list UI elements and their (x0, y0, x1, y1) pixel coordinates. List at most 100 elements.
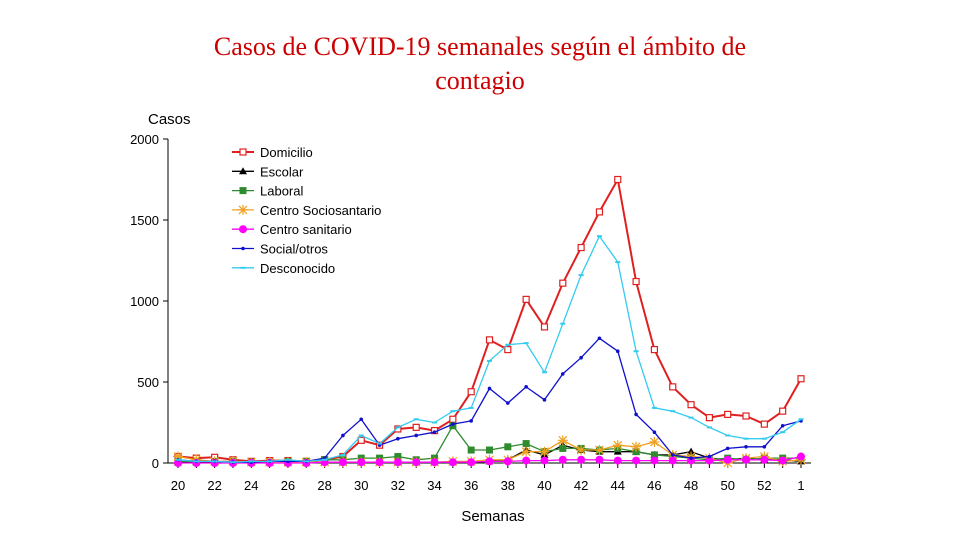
x-tick-label: 26 (281, 478, 295, 493)
legend-label: Laboral (260, 184, 303, 199)
series-centro-sanitario (174, 452, 805, 467)
data-point (394, 453, 402, 461)
data-point (504, 443, 512, 451)
chart-title: Casos de COVID-19 semanales según el ámb… (0, 30, 960, 98)
data-point (760, 455, 769, 464)
data-point (615, 349, 620, 354)
data-point (725, 446, 730, 451)
data-point (522, 440, 530, 448)
data-point (412, 458, 421, 467)
data-point (597, 336, 602, 341)
data-point (594, 445, 605, 456)
data-point (723, 455, 732, 464)
x-axis-label: Semanas (461, 508, 524, 525)
chart-title-line-1: Casos de COVID-19 semanales según el ámb… (213, 32, 747, 61)
data-point (542, 398, 547, 402)
y-tick-label: 500 (137, 375, 159, 390)
data-point (725, 434, 731, 437)
data-point (577, 243, 585, 252)
data-point (559, 279, 567, 287)
x-tick-label: 44 (611, 478, 625, 493)
series-domicilio (174, 175, 805, 465)
data-point (779, 407, 787, 415)
data-point (174, 459, 182, 467)
data-point (449, 415, 457, 423)
data-point (650, 451, 658, 459)
legend-label: Centro Sociosantario (260, 203, 381, 218)
data-point (504, 346, 512, 354)
data-point (358, 434, 364, 437)
data-point (705, 456, 714, 465)
series-line (177, 337, 802, 463)
data-point (240, 266, 246, 269)
data-point (540, 323, 549, 331)
data-point (780, 431, 786, 434)
legend-label: Centro sanitario (260, 222, 352, 237)
data-point (576, 445, 587, 456)
data-point (595, 455, 604, 464)
data-point (778, 456, 787, 465)
data-point (797, 452, 805, 461)
data-point (595, 208, 604, 216)
data-point (230, 461, 236, 464)
data-point (541, 371, 547, 374)
x-tick-label: 30 (354, 478, 368, 493)
data-point (239, 148, 247, 156)
data-point (798, 418, 804, 421)
data-point (652, 430, 657, 435)
data-point (670, 453, 675, 457)
data-point (577, 455, 586, 464)
y-tick-label: 2000 (130, 132, 159, 147)
data-point (559, 444, 567, 452)
data-point (612, 440, 623, 451)
data-point (338, 458, 347, 467)
data-point (238, 204, 248, 215)
data-point (340, 453, 346, 456)
data-point (560, 322, 566, 325)
y-tick-label: 1500 (130, 213, 159, 228)
data-point (303, 460, 309, 463)
x-tick-label: 48 (684, 478, 698, 493)
data-point (760, 420, 768, 428)
data-point (780, 423, 785, 428)
data-point (239, 167, 247, 175)
legend-label: Domicilio (260, 145, 313, 160)
data-point (707, 454, 712, 459)
data-point (522, 456, 531, 465)
data-point (651, 406, 657, 409)
legend-item: Centro Sociosantario (232, 203, 381, 218)
data-point (540, 456, 549, 465)
data-point (285, 458, 291, 461)
data-point (634, 412, 638, 417)
series-desconocido (175, 235, 804, 464)
data-point (650, 456, 659, 465)
x-tick-label: 1 (797, 478, 804, 493)
data-point (414, 433, 419, 438)
legend-item: Domicilio (232, 145, 313, 160)
data-point (487, 359, 492, 362)
data-point (241, 246, 245, 251)
data-point (322, 458, 328, 461)
data-point (560, 372, 565, 376)
data-point (668, 456, 677, 465)
data-point (558, 455, 567, 464)
data-point (742, 455, 751, 464)
data-point (375, 458, 384, 467)
data-point (706, 426, 712, 429)
data-point (506, 401, 510, 405)
data-point (650, 346, 659, 354)
data-point (743, 437, 749, 440)
data-point (632, 456, 641, 465)
data-point (239, 187, 247, 195)
data-point (689, 456, 693, 460)
data-point (762, 445, 767, 449)
x-tick-label: 34 (427, 478, 441, 493)
x-tick-label: 38 (501, 478, 515, 493)
data-point (486, 446, 493, 454)
data-point (724, 410, 732, 418)
legend-item: Laboral (232, 184, 303, 199)
data-point (522, 295, 530, 303)
x-tick-label: 52 (757, 478, 771, 493)
legend-label: Social/otros (260, 242, 328, 257)
legend-item: Social/otros (232, 242, 328, 257)
